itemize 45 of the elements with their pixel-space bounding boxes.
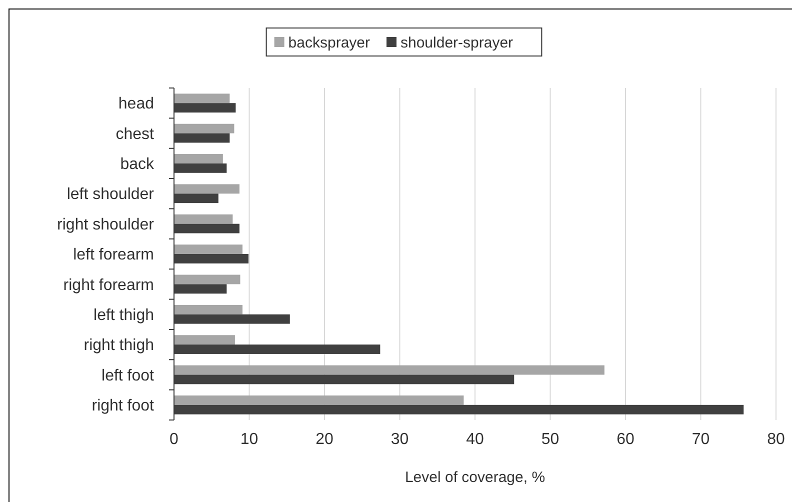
y-tick-label: right thigh — [84, 337, 154, 354]
x-tick-label: 70 — [692, 431, 710, 448]
y-tick-label: head — [118, 96, 154, 113]
x-tick-label: 30 — [390, 431, 409, 448]
y-tick-label: right forearm — [63, 276, 154, 294]
bar — [174, 314, 290, 324]
legend-label: backsprayer — [288, 34, 370, 52]
bar — [174, 154, 223, 164]
bar — [174, 284, 227, 294]
bar — [174, 344, 380, 354]
x-tick-label: 40 — [466, 431, 484, 448]
bar — [174, 304, 242, 314]
bar — [174, 163, 227, 173]
bar — [174, 103, 236, 113]
y-tick-label: left forearm — [73, 246, 154, 264]
bar — [174, 224, 240, 234]
y-tick-label: right foot — [92, 398, 155, 415]
bar — [174, 254, 248, 264]
legend-label: shoulder-sprayer — [400, 34, 514, 52]
x-tick-label: 20 — [316, 431, 334, 448]
bar — [174, 194, 218, 204]
x-axis-title: Level of coverage, % — [404, 469, 546, 486]
x-tick-label: 0 — [170, 431, 179, 448]
x-tick-label: 10 — [240, 431, 258, 448]
bar — [174, 244, 242, 254]
bar — [174, 94, 230, 104]
bar — [174, 395, 464, 405]
bar — [174, 274, 240, 284]
bar — [174, 214, 233, 224]
bar — [174, 374, 514, 384]
y-tick-label: left shoulder — [66, 186, 155, 204]
x-tick-label: 60 — [616, 431, 634, 448]
bar — [174, 365, 604, 375]
y-tick-label: left thigh — [94, 306, 154, 324]
bar — [174, 124, 234, 134]
y-tick-label: back — [120, 156, 155, 174]
y-tick-label: right shoulder — [57, 216, 155, 234]
bar — [174, 335, 235, 345]
bar — [174, 133, 230, 143]
y-tick-label: left foot — [102, 367, 155, 384]
x-tick-label: 80 — [767, 431, 785, 448]
bar — [174, 404, 744, 414]
bar — [174, 184, 240, 194]
y-tick-label: chest — [116, 126, 155, 143]
x-tick-label: 50 — [541, 431, 560, 448]
